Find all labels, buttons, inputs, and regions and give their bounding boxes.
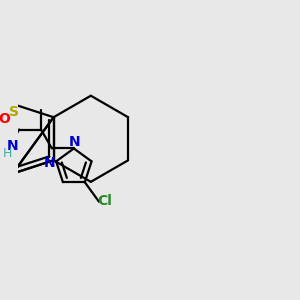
Text: S: S <box>9 104 19 118</box>
Text: N: N <box>44 156 56 170</box>
Text: H: H <box>2 147 12 160</box>
Text: O: O <box>0 112 10 126</box>
Text: N: N <box>7 139 19 153</box>
Text: N: N <box>69 135 81 149</box>
Text: Cl: Cl <box>97 194 112 208</box>
